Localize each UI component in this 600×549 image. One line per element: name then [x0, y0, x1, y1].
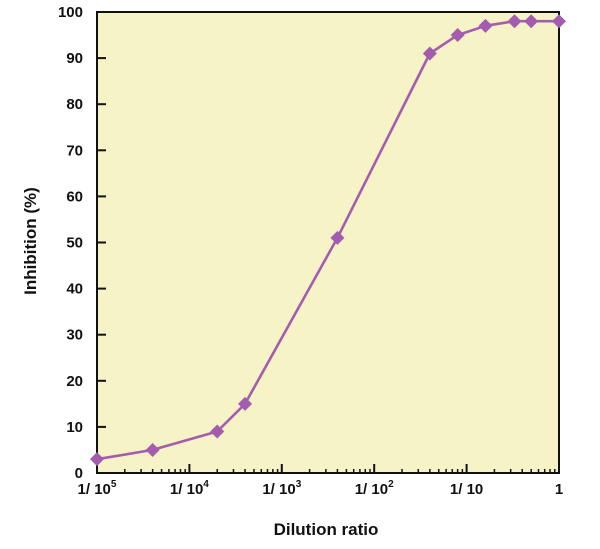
data-point: [422, 46, 437, 61]
data-point: [478, 18, 493, 33]
series-layer: [90, 14, 566, 467]
x-tick-label: 1/ 102: [355, 479, 394, 498]
data-point: [450, 28, 465, 43]
data-point: [330, 230, 345, 245]
y-tick-label: 0: [75, 465, 83, 482]
y-tick-label: 50: [66, 235, 83, 252]
y-tick-label: 100: [58, 4, 83, 21]
x-tick-label: 1/ 10: [450, 481, 483, 498]
x-axis-title: Dilution ratio: [274, 520, 379, 539]
data-point: [90, 452, 104, 467]
x-axis-ticks: 1/ 105 1/ 104 1/ 103 1/ 102 1/ 10 1: [78, 464, 563, 498]
y-tick-label: 60: [66, 188, 83, 205]
x-tick-label: 1/ 103: [262, 479, 301, 498]
y-tick-label: 20: [66, 373, 83, 390]
y-tick-label: 30: [66, 327, 83, 344]
x-tick-label: 1: [555, 481, 563, 498]
y-tick-label: 40: [66, 281, 83, 298]
data-point: [210, 424, 225, 439]
y-axis-ticks: 0 10 20 30 40 50 60 70 80 90 100: [58, 4, 106, 482]
plot-area: [96, 11, 560, 474]
y-tick-label: 90: [66, 50, 83, 67]
y-axis-title: Inhibition (%): [21, 187, 40, 295]
y-tick-label: 10: [66, 419, 83, 436]
data-point: [524, 14, 539, 29]
y-tick-label: 70: [66, 142, 83, 159]
x-tick-label: 1/ 104: [170, 479, 209, 498]
data-point: [552, 14, 566, 29]
y-tick-label: 80: [66, 96, 83, 113]
x-tick-label: 1/ 105: [78, 479, 117, 498]
data-point: [145, 442, 160, 457]
data-point: [238, 396, 253, 411]
data-point: [507, 14, 522, 29]
